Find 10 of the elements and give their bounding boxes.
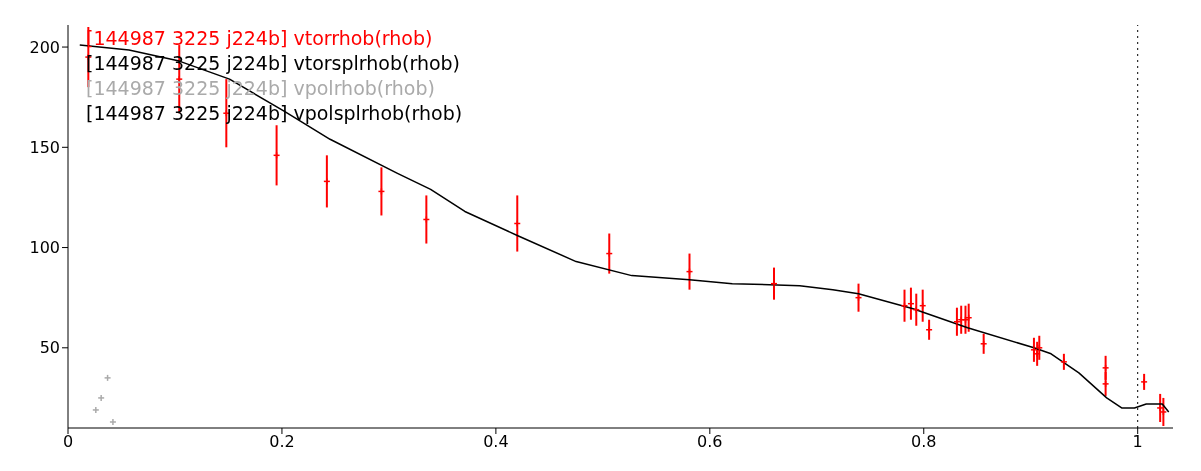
y-tick-label: 100 [29,238,60,258]
y-tick-label: 200 [29,37,60,57]
x-tick-label: 0 [62,432,74,452]
x-tick-label: 0.4 [483,432,509,452]
x-tick-label: 0.8 [911,432,937,452]
y-tick-label: 50 [39,338,60,358]
x-tick-label: 0.6 [697,432,723,452]
x-tick-label: 1 [1132,432,1143,452]
x-tick-label: 0.2 [269,432,295,452]
y-tick-label: 150 [29,137,60,157]
